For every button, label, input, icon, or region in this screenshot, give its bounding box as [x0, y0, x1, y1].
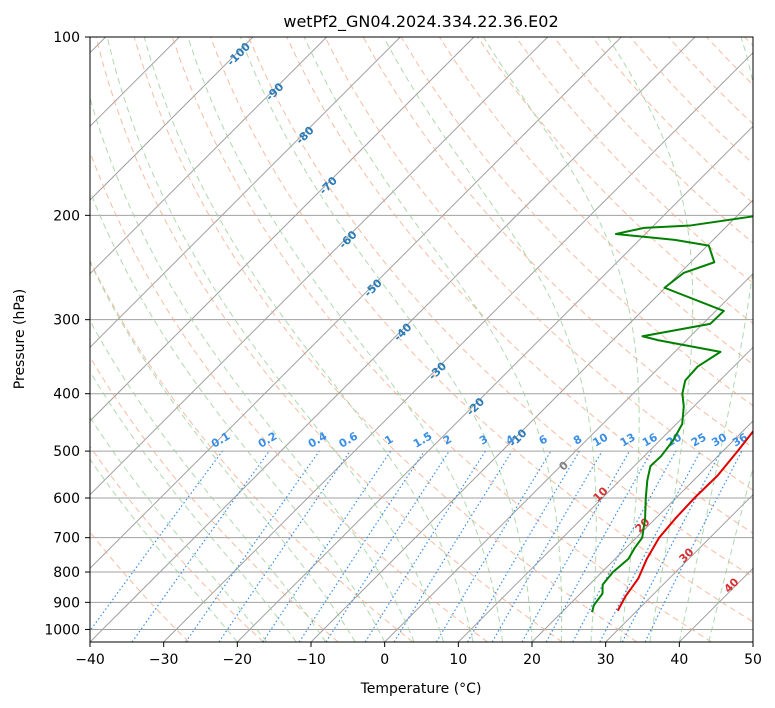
mixing-ratio-line: [298, 450, 425, 642]
axis-ticks: −40 −30 −20 −10 0 10 20 30 40 50 100 200 300 400 500 60…: [44, 30, 762, 668]
y-tick-label: 300: [53, 313, 80, 329]
moist-adiabat-line: [106, 37, 445, 642]
moist-adiabat-line: [143, 37, 474, 642]
isotherm-line: [531, 420, 753, 642]
moist-adiabat-line: [187, 37, 504, 642]
temperature-profile-line: [616, 429, 753, 612]
chart-title: wetPf2_GN04.2024.334.22.36.E02: [283, 12, 558, 32]
x-tick-label: −40: [75, 652, 105, 668]
moist-adiabat-line: [303, 37, 563, 642]
mixing-ratio-line: [545, 450, 653, 642]
y-tick-label: 200: [53, 208, 80, 224]
dry-adiabat-line: [171, 37, 712, 642]
isotherm-line: [163, 51, 753, 642]
moist-adiabat-line: [383, 37, 597, 642]
mixing-ratio-line: [644, 450, 743, 642]
moist-adiabat-line: [90, 260, 356, 642]
isotherm-line: [236, 125, 753, 642]
isotherm-line: [384, 272, 753, 642]
y-tick-label: 900: [53, 595, 80, 611]
y-tick-label: 700: [53, 531, 80, 547]
moist-adiabat-line: [90, 370, 297, 642]
dewpoint-profile-line: [591, 215, 753, 613]
x-tick-label: 20: [523, 652, 541, 668]
isotherm-line: [605, 493, 753, 642]
dry-adiabat-line: [248, 37, 753, 578]
moist-adiabat-line: [239, 37, 533, 642]
isotherm-line: [90, 37, 475, 422]
isotherm-line: [457, 346, 753, 642]
plot-frame: [89, 36, 754, 643]
dry-adiabat-line: [286, 37, 753, 534]
moist-adiabat-line: [90, 416, 268, 642]
y-tick-label: 100: [53, 30, 80, 46]
y-axis-label: Pressure (hPa): [12, 289, 28, 389]
moist-adiabat-line: [482, 37, 640, 642]
dry-adiabat-line: [324, 37, 753, 491]
isotherm-line: [90, 37, 549, 496]
mixing-ratio-line: [572, 450, 677, 642]
y-tick-label: 400: [53, 387, 80, 403]
axes-frame: [89, 36, 754, 643]
x-tick-label: −20: [223, 652, 253, 668]
dry-adiabat-line: [133, 37, 638, 642]
x-tick-label: −30: [149, 652, 179, 668]
x-tick-label: 30: [597, 652, 615, 668]
dry-adiabat-line: [210, 37, 753, 623]
moist-adiabat-line: [90, 458, 238, 642]
dry-adiabat-line: [90, 445, 264, 642]
dry-adiabat-line: [90, 259, 414, 642]
isotherm-line: [90, 37, 622, 570]
isotherm-line: [90, 37, 696, 642]
x-tick-label: −10: [296, 652, 326, 668]
mixing-ratio-line: [262, 450, 392, 642]
mixing-ratio-line: [325, 450, 450, 642]
y-tick-label: 500: [53, 444, 80, 460]
dry-adiabat-line: [515, 37, 753, 284]
x-tick-label: 0: [380, 652, 389, 668]
moist-adiabat-line: [90, 189, 386, 642]
mixing-ratio-line: [393, 450, 513, 642]
mixing-ratio-line: [185, 450, 320, 642]
x-axis-label: Temperature (°C): [360, 681, 482, 697]
moist-adiabat-line: [678, 37, 753, 642]
isotherm-line: [90, 37, 328, 275]
mixing-ratio-line: [521, 450, 631, 642]
isotherm-line: [90, 37, 254, 201]
isotherm-line: [90, 37, 401, 349]
x-tick-label: 40: [670, 652, 688, 668]
plot-area: 0.1 0.2 0.4 0.6 1 1.5 2 3 4 6 8 10 13 16 20 25 30 36-100-…: [90, 37, 753, 642]
mixing-ratio-line: [131, 450, 270, 642]
moist-adiabat-line: [708, 466, 753, 642]
y-tick-label: 800: [53, 565, 80, 581]
dry-adiabat-line: [95, 37, 563, 642]
moist-adiabat-line: [90, 96, 415, 642]
x-tick-label: 10: [449, 652, 467, 668]
dry-adiabat-line: [90, 356, 339, 642]
y-tick-label: 600: [53, 491, 80, 507]
mixing-ratio-line: [90, 450, 223, 632]
y-tick-label: 1000: [44, 622, 80, 638]
moist-adiabat-line: [90, 319, 327, 642]
x-tick-label: 50: [744, 652, 762, 668]
mixing-ratio-line: [218, 450, 351, 642]
moist-adiabat-line: [607, 37, 694, 642]
